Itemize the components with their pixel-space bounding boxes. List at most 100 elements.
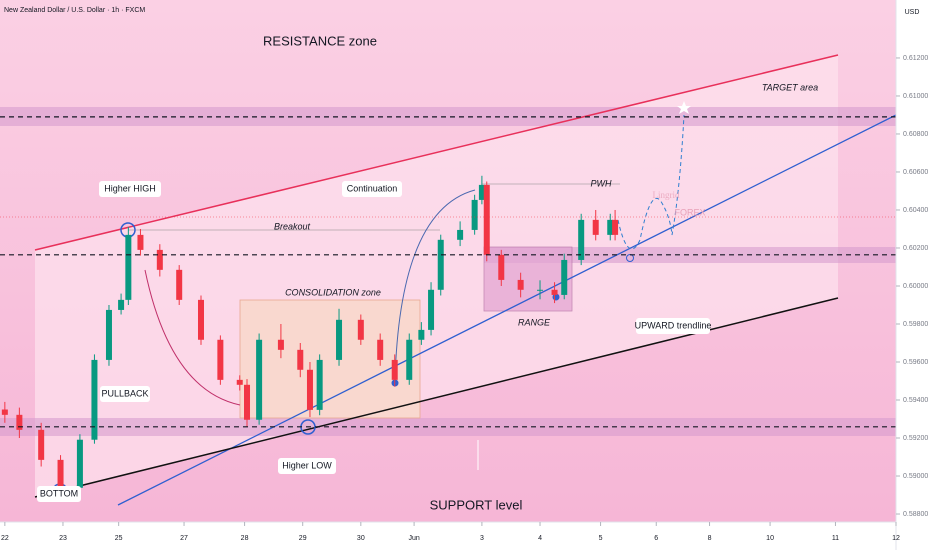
candle-body bbox=[256, 339, 263, 420]
annotation: BOTTOM bbox=[40, 488, 78, 498]
candle-body bbox=[217, 339, 224, 380]
candle-body bbox=[176, 269, 183, 300]
annotation: PULLBACK bbox=[101, 388, 148, 398]
annotation: RESISTANCE zone bbox=[263, 33, 377, 48]
y-tick-label: 0.59200 bbox=[903, 435, 928, 442]
label-box: Higher HIGH bbox=[99, 181, 161, 197]
candle-body bbox=[478, 184, 485, 200]
x-tick-label: 27 bbox=[180, 535, 188, 542]
symbol-header: New Zealand Dollar / U.S. Dollar · 1h · … bbox=[4, 7, 145, 14]
candle-body bbox=[612, 219, 619, 235]
candle-body bbox=[137, 234, 144, 250]
resistance-band bbox=[0, 107, 896, 126]
candle-body bbox=[197, 299, 204, 340]
candle-body bbox=[406, 339, 413, 380]
candle-body bbox=[336, 319, 343, 360]
candle-body bbox=[244, 384, 251, 420]
y-tick-label: 0.58800 bbox=[903, 511, 928, 518]
x-tick-label: 29 bbox=[299, 535, 307, 542]
y-tick-label: 0.59600 bbox=[903, 359, 928, 366]
x-tick-label: 10 bbox=[766, 535, 774, 542]
candle-body bbox=[105, 309, 112, 360]
x-tick-label: 30 bbox=[357, 535, 365, 542]
range-box bbox=[483, 246, 573, 312]
continuation-arrow bbox=[394, 189, 476, 381]
candle-body bbox=[592, 219, 599, 235]
annotation: Higher LOW bbox=[282, 460, 332, 470]
candle-body bbox=[306, 369, 313, 410]
x-tick-label: Jun bbox=[408, 535, 419, 542]
candle-body bbox=[498, 254, 505, 280]
candle-body bbox=[1, 409, 8, 415]
price-axis bbox=[896, 0, 932, 550]
candles bbox=[1, 175, 619, 496]
annotation: Higher HIGH bbox=[104, 183, 156, 193]
y-tick-label: 0.60400 bbox=[903, 207, 928, 214]
y-tick-label: 0.59400 bbox=[903, 397, 928, 404]
candle-body bbox=[57, 459, 64, 488]
candle-body bbox=[428, 289, 435, 330]
candle-body bbox=[277, 339, 284, 350]
annotation: Continuation bbox=[347, 183, 398, 193]
annotation: CONSOLIDATION zone bbox=[285, 287, 381, 297]
label-box: BOTTOM bbox=[37, 486, 81, 502]
candle-body bbox=[391, 359, 398, 380]
candle-body bbox=[437, 239, 444, 290]
candle-body bbox=[471, 199, 478, 230]
currency: USD bbox=[905, 9, 920, 16]
x-tick-label: 12 bbox=[892, 535, 900, 542]
annotation: UPWARD trendline bbox=[635, 320, 712, 330]
candle-body bbox=[91, 359, 98, 440]
y-tick-label: 0.60000 bbox=[903, 283, 928, 290]
candle-body bbox=[357, 319, 364, 340]
watermark-sub: FOREX bbox=[674, 207, 705, 217]
x-tick-label: 28 bbox=[241, 535, 249, 542]
x-tick-label: 3 bbox=[480, 535, 484, 542]
y-tick-label: 0.60200 bbox=[903, 245, 928, 252]
label-box: UPWARD trendline bbox=[635, 318, 712, 334]
candle-body bbox=[316, 359, 323, 410]
y-tick-label: 0.60600 bbox=[903, 169, 928, 176]
drawings bbox=[0, 54, 896, 506]
x-tick-label: 25 bbox=[115, 535, 123, 542]
label-box: Higher LOW bbox=[278, 458, 336, 474]
annotation: TARGET area bbox=[762, 82, 818, 92]
candle-body bbox=[483, 184, 490, 255]
candle-body bbox=[156, 249, 163, 270]
candle-body bbox=[236, 379, 243, 385]
y-tick-label: 0.59800 bbox=[903, 321, 928, 328]
consolidation-box bbox=[239, 299, 421, 419]
support-band bbox=[0, 418, 896, 436]
pullback-arrow bbox=[144, 269, 241, 406]
candle-body bbox=[118, 299, 125, 310]
resistance-trendline bbox=[34, 54, 839, 251]
x-tick-label: 11 bbox=[832, 535, 839, 542]
candle-body bbox=[418, 329, 425, 340]
watermark: Lingrid bbox=[653, 190, 680, 200]
candle-body bbox=[125, 234, 132, 300]
x-tick-label: 23 bbox=[59, 535, 67, 542]
candle-body bbox=[16, 414, 23, 430]
annotation: Breakout bbox=[274, 221, 311, 231]
candle-body bbox=[607, 219, 614, 235]
candle-body bbox=[517, 279, 524, 290]
projection-path bbox=[617, 114, 685, 250]
candle-body bbox=[561, 259, 568, 295]
candle-body bbox=[551, 289, 558, 295]
range-band bbox=[484, 247, 896, 263]
x-tick-label: 8 bbox=[708, 535, 712, 542]
candle-body bbox=[457, 229, 464, 240]
x-tick-label: 6 bbox=[654, 535, 658, 542]
x-tick-label: 22 bbox=[1, 535, 9, 542]
channel bbox=[35, 55, 838, 497]
candle-body bbox=[297, 349, 304, 370]
x-tick-label: 5 bbox=[599, 535, 603, 542]
candle-body bbox=[38, 429, 45, 460]
annotation: SUPPORT level bbox=[430, 497, 523, 512]
x-tick-label: 4 bbox=[538, 535, 542, 542]
label-box: PULLBACK bbox=[100, 386, 150, 402]
y-tick-label: 0.59000 bbox=[903, 473, 928, 480]
candle-body bbox=[76, 439, 83, 488]
candle-body bbox=[377, 339, 384, 360]
